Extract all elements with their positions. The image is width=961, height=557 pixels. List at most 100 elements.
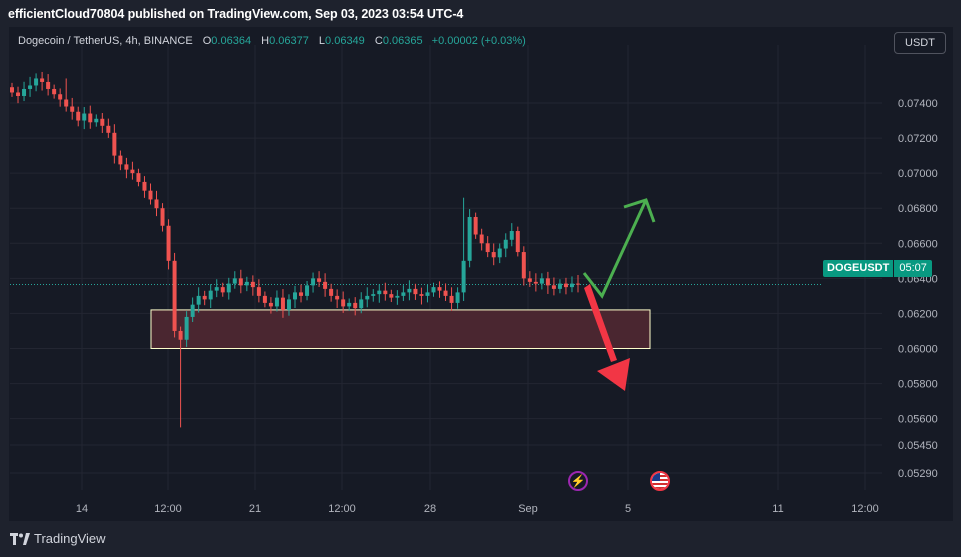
candle-body — [58, 94, 63, 100]
candles — [10, 71, 580, 428]
candle-body — [569, 283, 574, 288]
footer-brand-label: TradingView — [34, 531, 106, 546]
candle-body — [515, 231, 520, 253]
candle-body — [154, 199, 159, 209]
candle-body — [383, 290, 388, 295]
candle-body — [226, 283, 231, 293]
candle-body — [274, 297, 279, 307]
open-label: O — [202, 35, 212, 47]
close-label: C — [374, 35, 383, 47]
candle-body — [365, 295, 370, 300]
footer-brand[interactable]: TradingView — [10, 531, 106, 546]
candle-body — [479, 234, 484, 244]
candle-body — [329, 288, 334, 296]
candle-body — [22, 88, 27, 96]
candle-body — [407, 288, 412, 293]
candle-body — [491, 252, 496, 258]
candle-body — [389, 294, 394, 298]
candle-body — [124, 164, 129, 170]
candle-body — [443, 290, 448, 296]
price-tick-label: 0.05450 — [898, 440, 938, 452]
candle-body — [280, 297, 285, 310]
candle-body — [196, 295, 201, 305]
candle-body — [467, 216, 472, 261]
projection-arrows — [582, 198, 656, 391]
candle-body — [166, 225, 171, 261]
price-badge: DOGEUSDT 05:07 — [823, 260, 932, 277]
candle-body — [449, 295, 454, 303]
candle-body — [497, 248, 502, 258]
candle-body — [34, 78, 39, 86]
candle-body — [359, 299, 364, 309]
candle-body — [214, 287, 219, 291]
candle-body — [401, 292, 406, 296]
candle-body — [371, 294, 376, 296]
tradingview-logo-icon — [10, 532, 30, 545]
candle-body — [130, 169, 135, 174]
candle-body — [70, 106, 75, 112]
time-tick-label: 21 — [249, 503, 261, 515]
candle-body — [112, 132, 117, 156]
candle-body — [539, 278, 544, 284]
candle-body — [461, 260, 466, 293]
candle-body — [437, 287, 442, 291]
candle-body — [419, 294, 424, 296]
price-badge-symbol: DOGEUSDT — [823, 260, 894, 277]
candle-body — [202, 295, 207, 300]
candle-body — [262, 295, 267, 303]
candle-body — [136, 173, 141, 182]
candle-body — [545, 278, 550, 286]
candle-body — [94, 118, 99, 123]
grid-lines — [10, 45, 882, 490]
candle-body — [503, 239, 508, 249]
low-label: L — [318, 35, 326, 47]
candle-body — [40, 78, 45, 82]
candle-body — [305, 285, 310, 296]
bullish-arrow-line — [582, 199, 648, 299]
price-axis: 0.074000.072000.070000.068000.066000.064… — [898, 98, 938, 480]
candle-body — [317, 278, 322, 282]
currency-button[interactable]: USDT — [894, 32, 946, 54]
candle-body — [311, 278, 316, 286]
us-flag-icon[interactable] — [650, 471, 670, 491]
candle-body — [172, 260, 177, 331]
price-tick-label: 0.06200 — [898, 308, 938, 320]
candle-body — [533, 281, 538, 284]
candle-body — [353, 302, 358, 309]
candle-body — [46, 81, 51, 89]
symbol-title[interactable]: Dogecoin / TetherUS, 4h, BINANCE — [18, 35, 193, 47]
candle-body — [341, 299, 346, 307]
symbol-legend: Dogecoin / TetherUS, 4h, BINANCE O 0.0636… — [18, 35, 526, 47]
price-badge-countdown: 05:07 — [894, 260, 932, 277]
candle-body — [485, 243, 490, 253]
time-tick-label: 12:00 — [328, 503, 356, 515]
high-value: 0.06377 — [269, 35, 309, 47]
candle-body — [557, 283, 562, 289]
publish-info: efficientCloud70804 published on Trading… — [8, 7, 464, 21]
candle-body — [268, 302, 273, 307]
candle-body — [521, 252, 526, 279]
candle-body — [88, 113, 93, 123]
lightning-icon[interactable]: ⚡ — [568, 471, 588, 491]
price-tick-label: 0.06800 — [898, 203, 938, 215]
time-tick-label: Sep — [518, 503, 538, 515]
price-tick-label: 0.05800 — [898, 379, 938, 391]
candle-body — [250, 281, 255, 288]
candle-body — [118, 155, 123, 165]
candle-body — [563, 283, 568, 288]
candle-body — [299, 292, 304, 296]
candle-body — [473, 216, 478, 235]
close-value: 0.06365 — [382, 35, 423, 47]
time-tick-label: 12:00 — [154, 503, 182, 515]
candle-body — [293, 292, 297, 300]
candle-body — [28, 85, 33, 89]
price-tick-label: 0.07400 — [898, 98, 938, 110]
chart-area[interactable] — [9, 27, 953, 521]
bearish-arrow-head — [597, 358, 630, 391]
candle-body — [509, 231, 514, 240]
candle-body — [377, 290, 382, 295]
candle-body — [16, 92, 21, 96]
time-tick-label: 12:00 — [851, 503, 879, 515]
candle-body — [527, 278, 532, 282]
